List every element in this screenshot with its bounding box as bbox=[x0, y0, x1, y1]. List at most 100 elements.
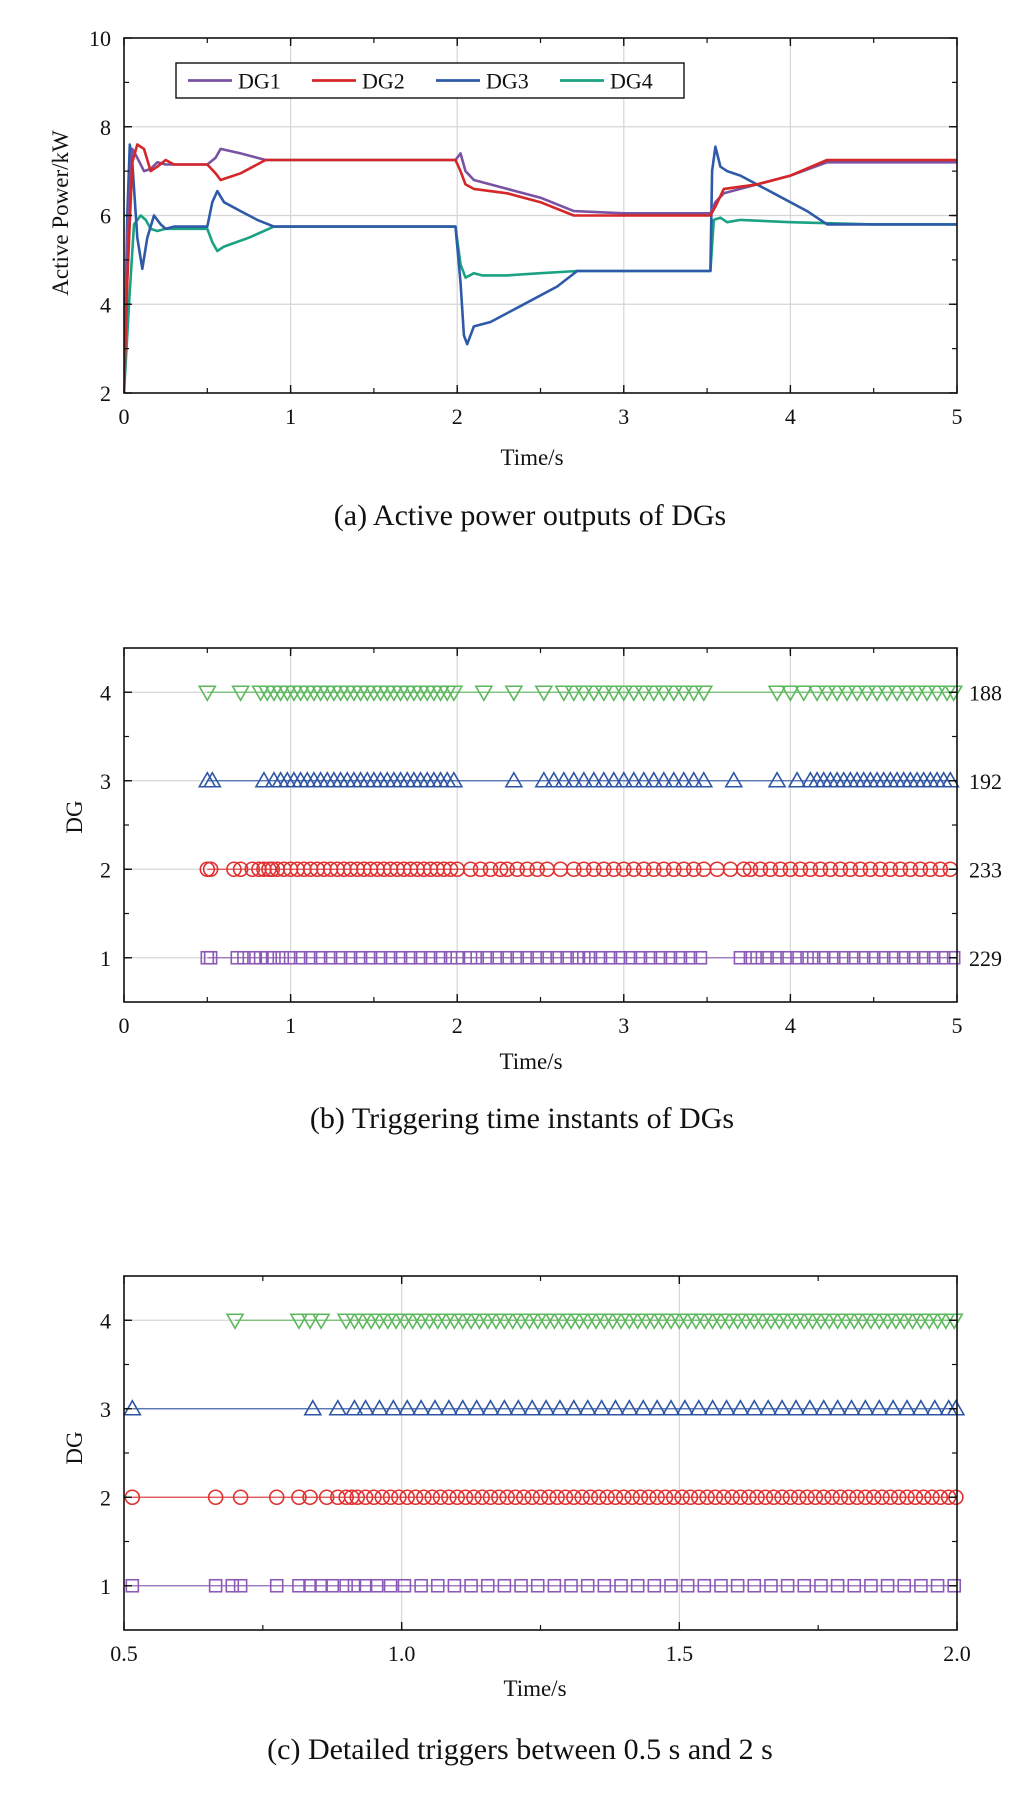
panel-c-marker-dg3 bbox=[661, 1399, 681, 1416]
panel-b-marker-dg3 bbox=[724, 771, 744, 788]
legend-label-dg1: DG1 bbox=[238, 69, 281, 94]
panel-c-marker-dg2 bbox=[915, 1489, 932, 1506]
panel-c-marker-dg2 bbox=[566, 1489, 582, 1506]
panel-b-marker-dg2 bbox=[832, 861, 849, 878]
panel-b-marker-dg4 bbox=[694, 685, 714, 702]
panel-c-marker-dg3 bbox=[814, 1399, 834, 1416]
panel-c-marker-dg1 bbox=[730, 1578, 745, 1593]
panel-c-marker-dg1 bbox=[414, 1578, 428, 1593]
panel-b-xlabel: Time/s bbox=[499, 1049, 562, 1074]
panel-c-marker-dg2 bbox=[482, 1489, 499, 1506]
panel-b-marker-dg1 bbox=[550, 950, 564, 965]
panel-b-marker-dg1 bbox=[816, 950, 831, 965]
panel-b-marker-dg4 bbox=[554, 685, 574, 702]
panel-a-xtick-label: 5 bbox=[952, 404, 963, 429]
panel-b-marker-dg3 bbox=[574, 771, 594, 788]
panel-b-marker-dg2 bbox=[772, 861, 789, 878]
panel-c-marker-dg2 bbox=[507, 1489, 524, 1506]
panel-b-marker-dg4 bbox=[564, 685, 584, 702]
panel-b-marker-dg4 bbox=[867, 685, 887, 702]
panel-c-marker-dg2 bbox=[207, 1489, 224, 1506]
panel-c-series-dg4 bbox=[225, 1313, 964, 1330]
panel-c-marker-dg4 bbox=[225, 1313, 245, 1330]
panel-b-marker-dg1 bbox=[413, 950, 428, 965]
panel-c-marker-dg1 bbox=[714, 1578, 728, 1593]
panel-b-marker-dg1 bbox=[946, 950, 961, 965]
panel-c-marker-dg2 bbox=[757, 1489, 774, 1506]
panel-c-marker-dg1 bbox=[864, 1578, 878, 1593]
panel-b-marker-dg2 bbox=[232, 861, 249, 878]
panel-c-marker-dg3 bbox=[883, 1399, 903, 1416]
panel-c-marker-dg2 bbox=[499, 1489, 515, 1506]
panel-b-marker-dg1 bbox=[510, 950, 524, 965]
panel-b-marker-dg2 bbox=[665, 861, 682, 878]
panel-c-marker-dg2 bbox=[899, 1489, 915, 1506]
panel-c-marker-dg2 bbox=[338, 1489, 354, 1506]
panel-b-marker-dg1 bbox=[926, 950, 941, 965]
panel-b-count-dg3: 192 bbox=[969, 769, 1002, 794]
panel-c-marker-dg2 bbox=[765, 1489, 782, 1506]
panel-c-marker-dg2 bbox=[357, 1489, 374, 1506]
panel-c-marker-dg2 bbox=[318, 1489, 335, 1506]
panel-b-marker-dg1 bbox=[373, 950, 388, 965]
panel-c-caption: (c) Detailed triggers between 0.5 s and … bbox=[267, 1733, 773, 1766]
panel-b-marker-dg1 bbox=[603, 950, 618, 965]
panel-a-ytick-label: 6 bbox=[100, 204, 111, 229]
panel-b-marker-dg1 bbox=[826, 950, 841, 965]
panel-a-active-power-chart: 0 1 2 3 4 5 2 4 6 8 10 DG1 DG2 DG3 DG4 bbox=[89, 26, 963, 429]
panel-b-marker-dg4 bbox=[877, 685, 897, 702]
panel-b-marker-dg2 bbox=[882, 861, 899, 878]
panel-b-marker-dg1 bbox=[750, 950, 764, 965]
panel-b-marker-dg1 bbox=[393, 950, 408, 965]
panel-b-ytick-label: 3 bbox=[100, 769, 111, 794]
panel-c-marker-dg4 bbox=[311, 1313, 331, 1330]
panel-a-xtick-label: 2 bbox=[452, 404, 463, 429]
panel-b-marker-dg1 bbox=[683, 950, 698, 965]
panel-c-marker-dg2 bbox=[874, 1489, 890, 1506]
panel-a-caption: (a) Active power outputs of DGs bbox=[334, 499, 726, 532]
panel-c-marker-dg1 bbox=[847, 1578, 862, 1593]
panel-b-marker-dg1 bbox=[237, 950, 251, 965]
panel-b-marker-dg2 bbox=[244, 861, 261, 878]
panel-b-caption: (b) Triggering time instants of DGs bbox=[310, 1102, 734, 1135]
panel-c-marker-dg3 bbox=[578, 1399, 598, 1416]
panel-c-marker-dg1 bbox=[530, 1578, 545, 1593]
panel-b-marker-dg4 bbox=[767, 685, 787, 702]
panel-c-marker-dg3 bbox=[122, 1399, 142, 1416]
panel-b-ytick-label: 1 bbox=[100, 946, 111, 971]
panel-b-marker-dg1 bbox=[480, 950, 494, 965]
panel-c-marker-dg1 bbox=[680, 1578, 695, 1593]
panel-c-marker-dg3 bbox=[911, 1399, 931, 1416]
panel-a-ytick-label: 10 bbox=[89, 26, 111, 51]
panel-b-marker-dg3 bbox=[594, 771, 614, 788]
panel-c-xtick-label: 2.0 bbox=[943, 1641, 971, 1666]
panel-b-marker-dg4 bbox=[684, 685, 704, 702]
panel-c-marker-dg1 bbox=[880, 1578, 895, 1593]
panel-c-marker-dg1 bbox=[430, 1578, 445, 1593]
panel-c-marker-dg2 bbox=[699, 1489, 715, 1506]
panel-b-marker-dg2 bbox=[442, 861, 459, 878]
panel-b-marker-dg2 bbox=[625, 861, 642, 878]
panel-c-marker-dg1 bbox=[697, 1578, 712, 1593]
panel-c-marker-dg2 bbox=[707, 1489, 724, 1506]
panel-c-marker-dg2 bbox=[232, 1489, 249, 1506]
panel-b-xtick-label: 0 bbox=[119, 1013, 130, 1038]
panel-c-marker-dg2 bbox=[441, 1489, 457, 1506]
panel-c-marker-dg3 bbox=[370, 1399, 389, 1416]
panel-b-marker-dg3 bbox=[767, 771, 787, 788]
panel-c-marker-dg1 bbox=[914, 1578, 928, 1593]
panel-c-marker-dg3 bbox=[925, 1399, 945, 1416]
panel-c-marker-dg2 bbox=[582, 1489, 599, 1506]
panel-c-marker-dg1 bbox=[369, 1578, 384, 1593]
panel-c-marker-dg2 bbox=[782, 1489, 799, 1506]
panel-b-marker-dg4 bbox=[847, 685, 867, 702]
panel-b-marker-dg3 bbox=[544, 771, 564, 788]
panel-c-marker-dg1 bbox=[514, 1578, 528, 1593]
panel-a-series-dg2 bbox=[124, 143, 957, 393]
panel-b-marker-dg2 bbox=[802, 861, 819, 878]
panel-b-marker-dg2 bbox=[655, 861, 672, 878]
panel-a-ytick-label: 2 bbox=[100, 381, 111, 406]
panel-b-marker-dg2 bbox=[782, 861, 799, 878]
panel-b-marker-dg2 bbox=[462, 861, 479, 878]
